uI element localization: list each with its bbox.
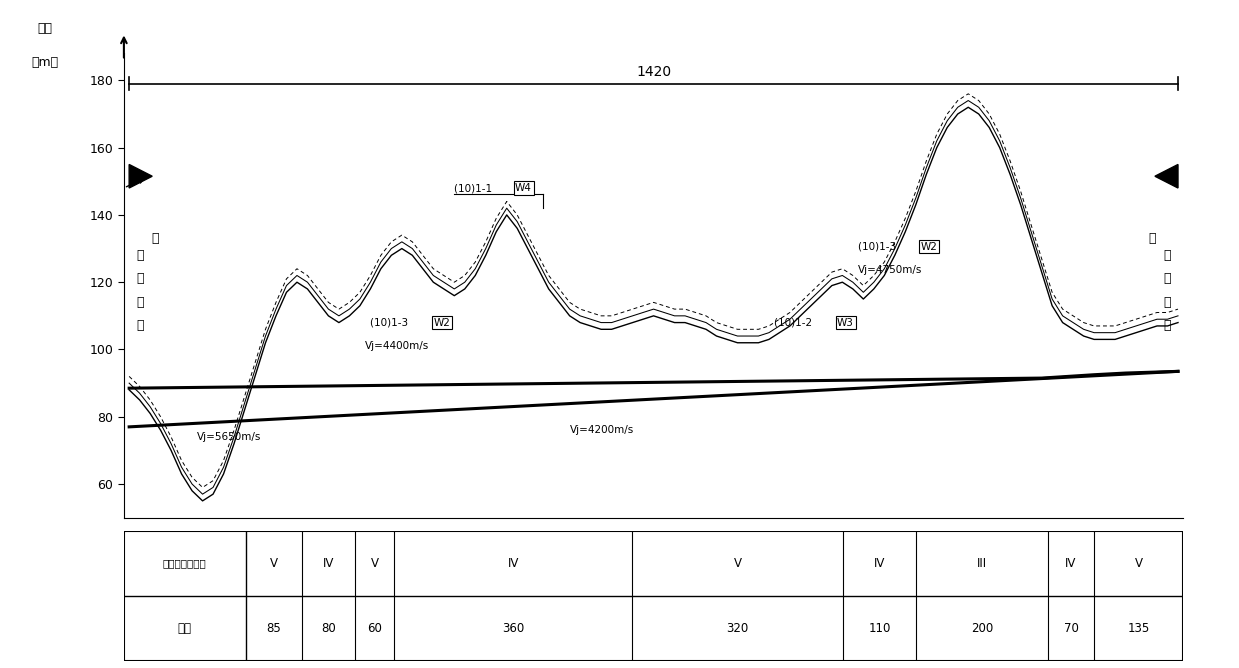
Text: W3: W3 (838, 317, 854, 327)
Polygon shape (1155, 164, 1178, 188)
Text: 320: 320 (726, 623, 748, 635)
Text: 85: 85 (266, 623, 281, 635)
Text: (10)1-1: (10)1-1 (455, 183, 496, 193)
Text: IV: IV (508, 557, 519, 570)
Text: W4: W4 (515, 183, 532, 193)
Text: 出: 出 (1163, 296, 1171, 309)
Text: Vj=4750m/s: Vj=4750m/s (859, 265, 923, 275)
Text: 进: 进 (136, 296, 144, 309)
Text: IV: IV (873, 557, 885, 570)
Text: 200: 200 (970, 623, 992, 635)
Text: Vj=4400m/s: Vj=4400m/s (366, 341, 430, 351)
Text: 隧: 隧 (136, 248, 144, 262)
Text: 口: 口 (1149, 232, 1156, 245)
Text: (10)1-2: (10)1-2 (774, 317, 815, 327)
Text: 标高: 标高 (37, 22, 52, 35)
Text: IV: IV (322, 557, 335, 570)
Polygon shape (129, 164, 152, 188)
Text: IV: IV (1066, 557, 1077, 570)
Text: (10)1-3: (10)1-3 (370, 317, 411, 327)
Text: 70: 70 (1063, 623, 1078, 635)
Text: Vj=5650m/s: Vj=5650m/s (197, 432, 261, 442)
Text: V: V (270, 557, 278, 570)
Text: 360: 360 (502, 623, 524, 635)
Text: (10)1-3: (10)1-3 (859, 242, 900, 252)
Text: 口: 口 (136, 319, 144, 333)
Text: W2: W2 (921, 242, 938, 252)
Text: 1420: 1420 (636, 65, 672, 79)
Text: 60: 60 (367, 623, 382, 635)
Text: （m）: （m） (31, 55, 58, 69)
Text: 道: 道 (1163, 273, 1171, 285)
Text: V: V (733, 557, 742, 570)
Text: 道: 道 (136, 273, 144, 285)
Text: W2: W2 (434, 317, 450, 327)
Text: 隧: 隧 (1163, 248, 1171, 262)
Text: III: III (976, 557, 987, 570)
Text: Vj=4200m/s: Vj=4200m/s (570, 426, 634, 436)
Text: 135: 135 (1127, 623, 1150, 635)
Text: 口: 口 (1163, 319, 1171, 333)
Text: 80: 80 (321, 623, 336, 635)
Text: V: V (370, 557, 378, 570)
Text: 原围岩级别划分: 原围岩级别划分 (164, 558, 207, 568)
Text: V: V (1135, 557, 1142, 570)
Text: 长度: 长度 (178, 623, 192, 635)
Text: 口: 口 (151, 232, 159, 245)
Text: 110: 110 (869, 623, 891, 635)
